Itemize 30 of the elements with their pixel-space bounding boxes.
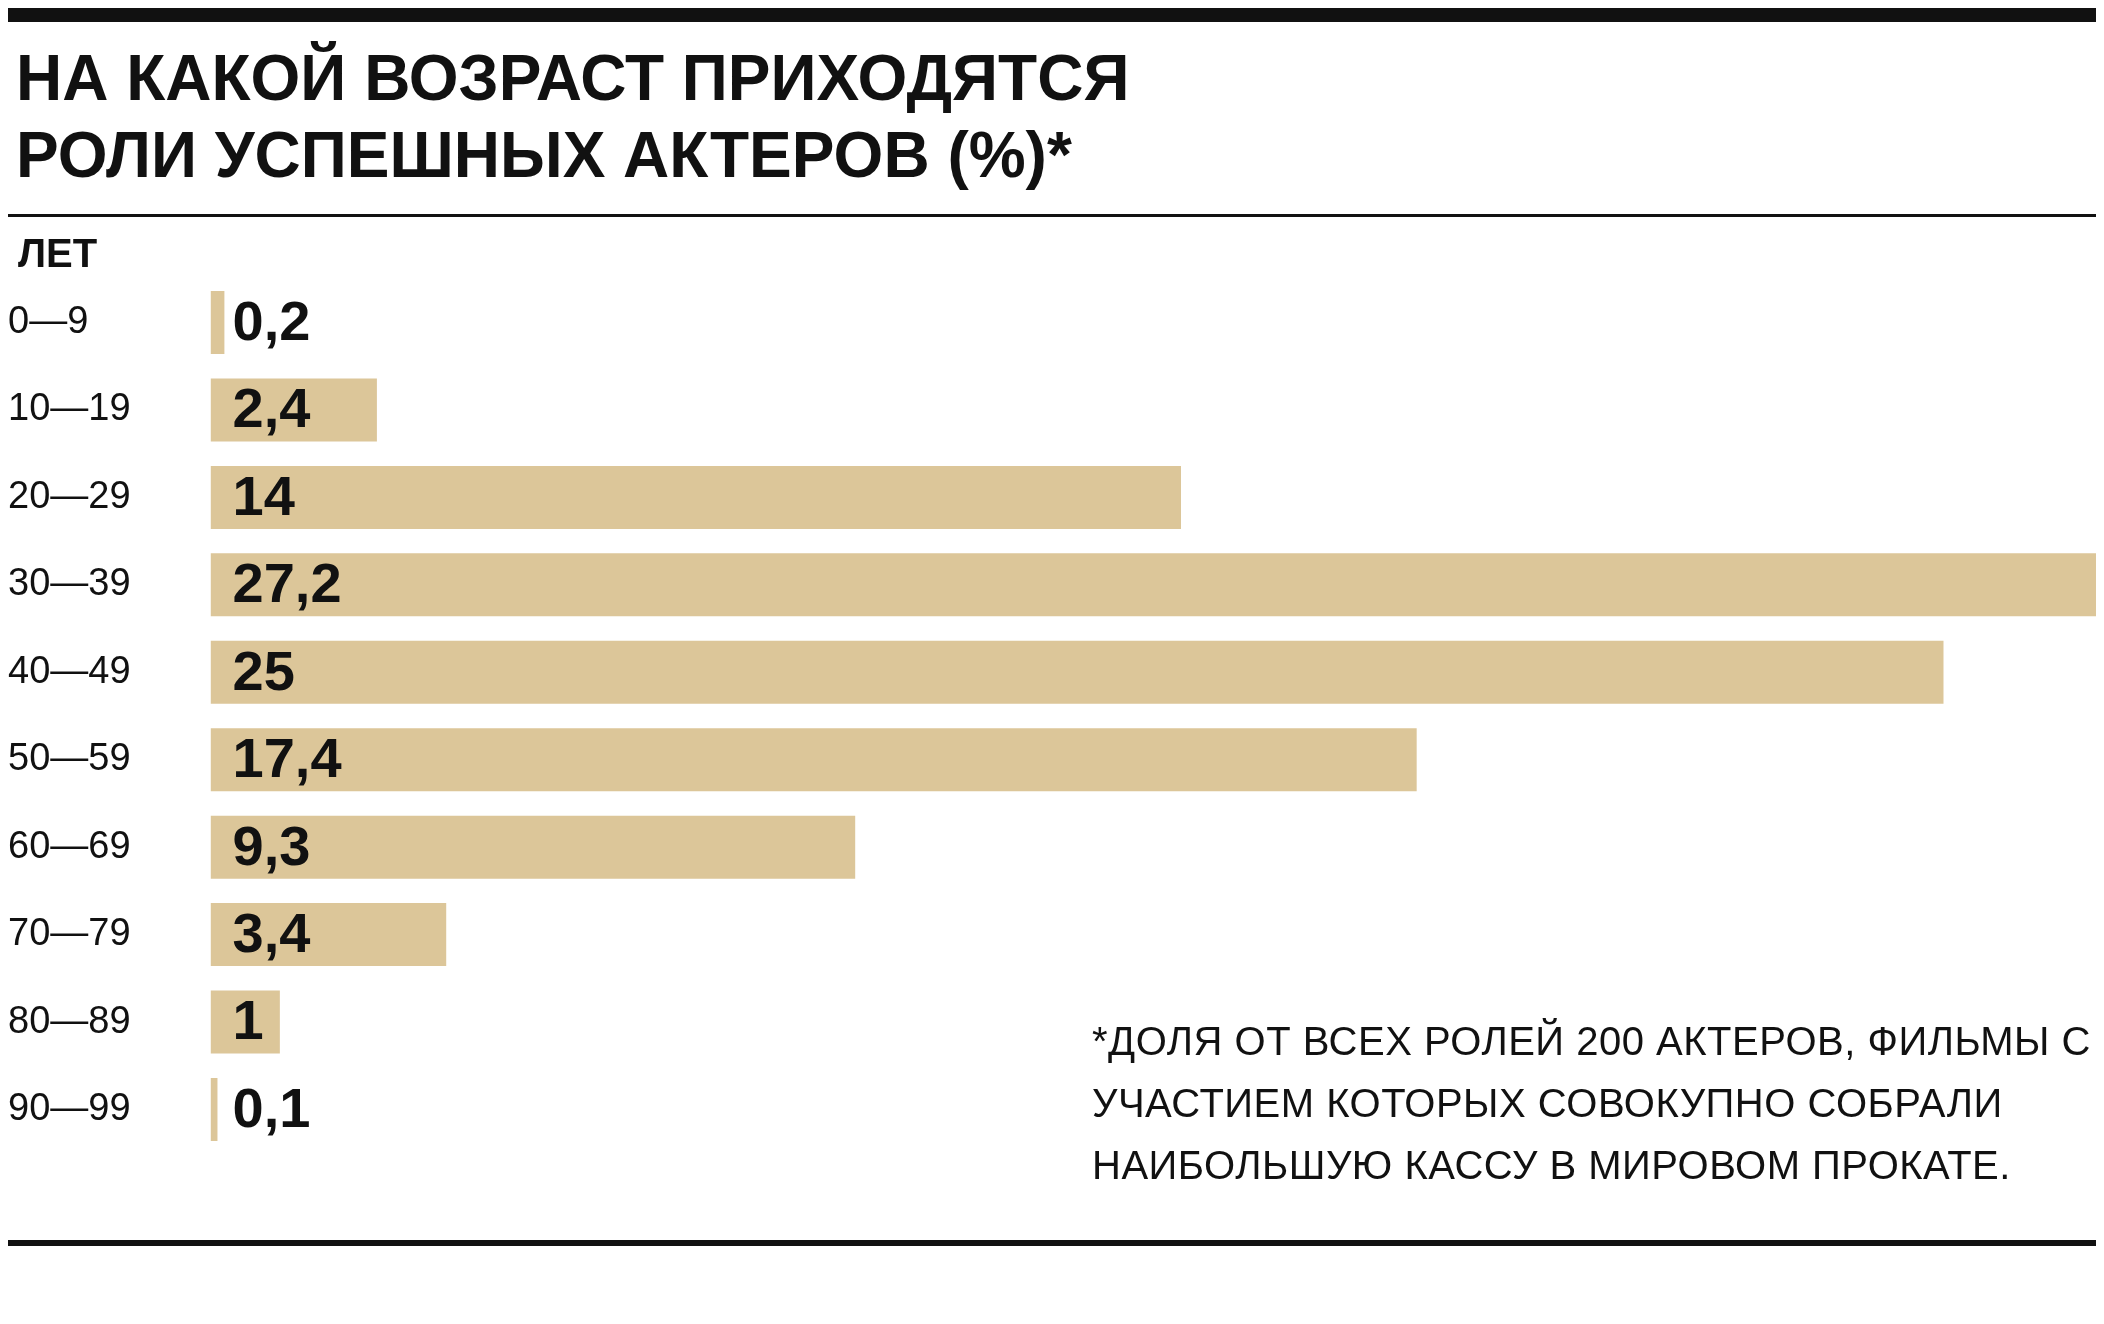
data-label: 17,4 xyxy=(232,725,342,789)
data-label: 2,4 xyxy=(232,375,311,439)
bar xyxy=(210,815,856,879)
annotation: *ДОЛЯ ОТ ВСЕХ РОЛЕЙ 200 АКТЕРОВ, ФИЛЬМЫ С УЧАСТИЕМ КОТОРЫХ СОВОКУПНО СОБРАЛИ НАИБОЛЬШУЮ КАССУ В МИРОВОМ ПРОКАТЕ. xyxy=(1092,1017,2092,1189)
y-tick-label: 70—79 xyxy=(8,910,131,953)
y-tick-label: 90—99 xyxy=(8,1085,131,1128)
data-label: 3,4 xyxy=(232,900,311,964)
bar xyxy=(210,465,1181,529)
data-label: 9,3 xyxy=(232,813,311,877)
y-tick-label: 60—69 xyxy=(8,823,131,866)
chart-title: НА КАКОЙ ВОЗРАСТ ПРИХОДЯТСЯ РОЛИ УСПЕШНЫХ АКТЕРОВ (%)* xyxy=(16,40,1131,193)
bar xyxy=(210,902,447,966)
y-tick-label: 80—89 xyxy=(8,998,131,1041)
bar xyxy=(210,552,2096,616)
bar xyxy=(210,290,225,354)
y-tick-label: 0—9 xyxy=(8,298,89,341)
data-label: 1 xyxy=(232,988,264,1052)
y-tick-label: 40—49 xyxy=(8,648,131,691)
bar xyxy=(210,727,1417,791)
y-tick-label: 30—39 xyxy=(8,560,131,603)
y-tick-label: 50—59 xyxy=(8,735,131,778)
y-axis-title: ЛЕТ xyxy=(17,229,99,276)
bar xyxy=(210,640,1944,704)
data-label: 27,2 xyxy=(232,550,342,614)
y-tick-label: 10—19 xyxy=(8,386,131,429)
data-label: 25 xyxy=(232,638,295,702)
data-label: 14 xyxy=(232,463,295,527)
data-label: 0,1 xyxy=(232,1075,311,1139)
y-tick-label: 20—29 xyxy=(8,473,131,516)
data-label: 0,2 xyxy=(232,288,311,352)
